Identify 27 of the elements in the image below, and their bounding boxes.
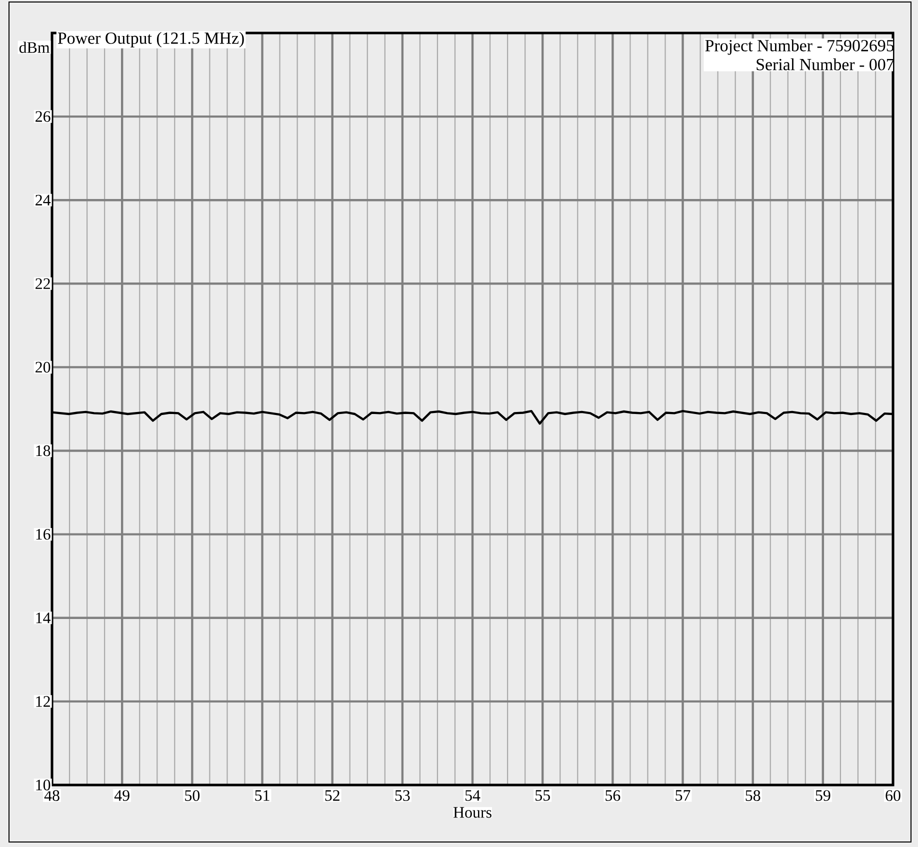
- y-tick-label: 22: [36, 278, 50, 289]
- y-tick-label: 16: [36, 528, 50, 540]
- y-axis-title: dBm: [19, 42, 50, 53]
- x-tick-label: 54: [465, 790, 480, 801]
- x-tick-label: 51: [255, 790, 270, 801]
- y-tick-label: 12: [36, 696, 50, 707]
- x-tick-label: 53: [395, 790, 410, 801]
- x-tick-label: 60: [886, 790, 900, 801]
- y-tick-label: 26: [36, 111, 50, 122]
- x-axis-title: Hours: [453, 807, 492, 818]
- y-tick-label: 20: [36, 362, 50, 373]
- x-tick-label: 58: [746, 790, 760, 801]
- y-tick-label: 24: [36, 194, 51, 206]
- x-tick-label: 57: [676, 790, 690, 801]
- chart-title: Power Output (121.5 MHz): [58, 32, 244, 48]
- x-tick-label: 49: [114, 790, 130, 801]
- x-tick-label: 50: [185, 790, 200, 801]
- y-tick-label: 14: [36, 612, 51, 624]
- annotation: Project Number - 75902695: [705, 39, 894, 55]
- x-tick-label: 56: [606, 790, 620, 801]
- x-tick-label: 48: [44, 790, 60, 801]
- y-tick-label: 10: [36, 780, 50, 790]
- x-tick-label: 55: [536, 790, 550, 801]
- x-tick-label: 59: [816, 790, 830, 801]
- annotation: Serial Number - 007: [756, 58, 894, 70]
- y-tick-label: 18: [36, 445, 50, 456]
- x-tick-label: 52: [325, 790, 340, 801]
